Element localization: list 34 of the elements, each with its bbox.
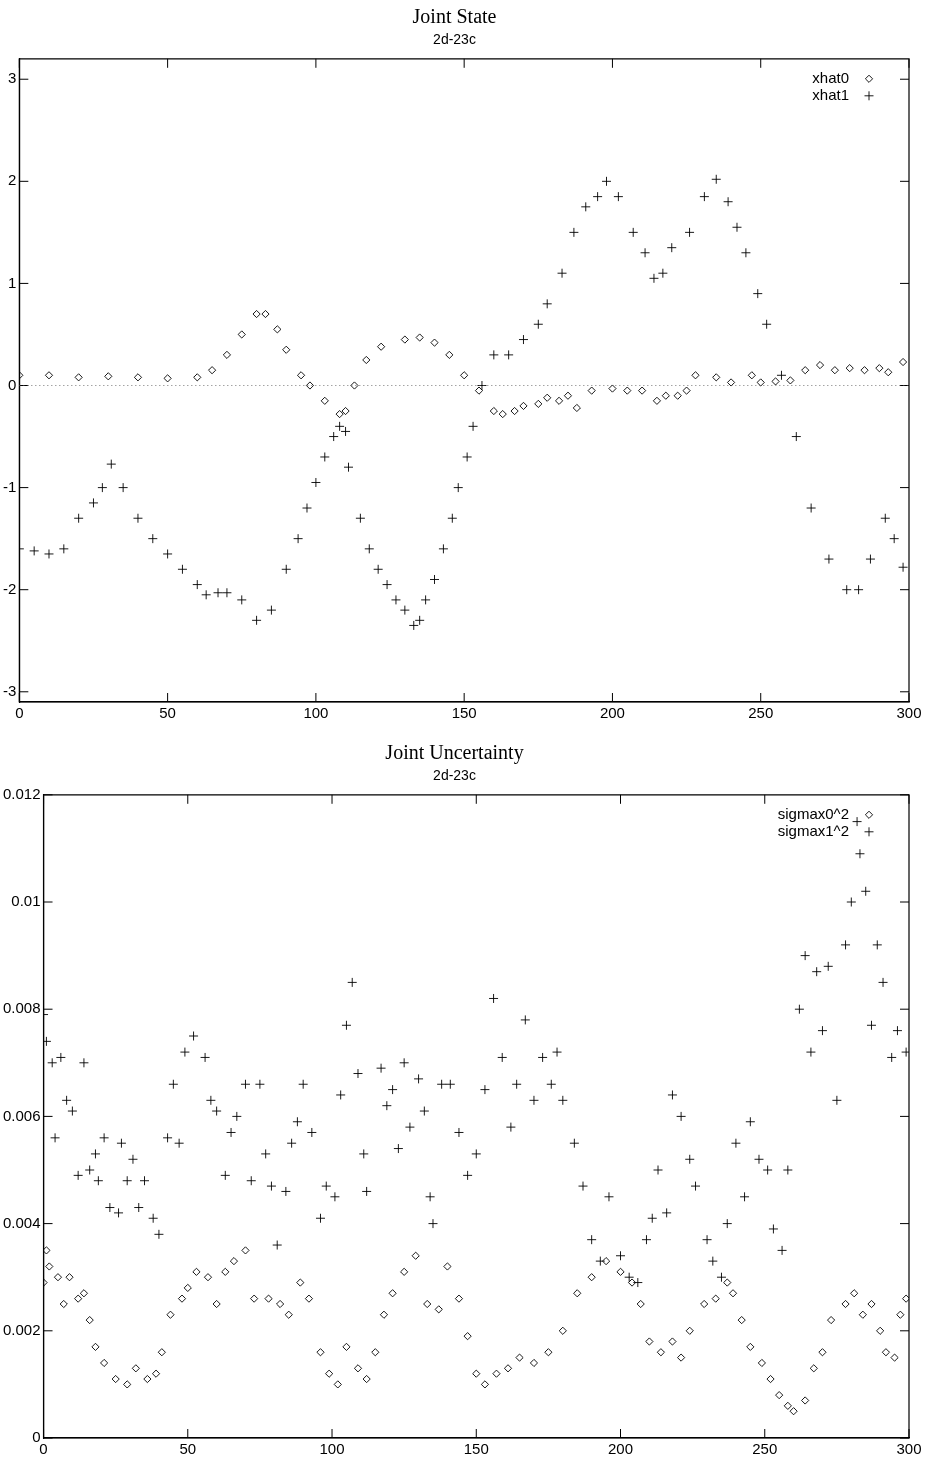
x-tick-label: 50 — [159, 704, 176, 722]
x-tick-label: 250 — [748, 704, 774, 722]
y-tick-label: 0.01 — [11, 892, 41, 910]
x-tick-label: 250 — [752, 1440, 778, 1458]
y-tick-label: 0 — [7, 375, 17, 393]
x-tick-label: 150 — [451, 704, 477, 722]
y-tick-label: 0.012 — [2, 784, 41, 802]
x-tick-label: 50 — [179, 1440, 197, 1458]
x-tick-label: 100 — [303, 704, 329, 722]
x-tick-label: 300 — [896, 1440, 922, 1458]
legend-label: sigmax1^2 — [777, 821, 849, 839]
y-tick-label: -2 — [2, 579, 17, 597]
legend-label: xhat1 — [812, 85, 849, 103]
x-tick-label: 200 — [608, 1440, 634, 1458]
chart-subtitle: 2d-23c — [433, 31, 476, 48]
x-tick-label: 200 — [599, 704, 625, 722]
x-tick-label: 150 — [463, 1440, 489, 1458]
chart-title: Joint Uncertainty — [385, 741, 524, 765]
chart-title: Joint State — [412, 5, 497, 28]
y-tick-label: 0 — [32, 1428, 41, 1446]
y-tick-label: 0.004 — [2, 1213, 41, 1231]
y-tick-label: 0.006 — [2, 1106, 41, 1124]
y-tick-label: 0.008 — [2, 999, 41, 1017]
x-tick-label: 100 — [319, 1440, 345, 1458]
x-tick-label: 300 — [896, 704, 922, 722]
chart-subtitle: 2d-23c — [433, 767, 476, 784]
legend-label: xhat0 — [812, 68, 849, 86]
y-tick-label: 0.002 — [2, 1320, 41, 1338]
y-tick-label: 1 — [7, 273, 17, 291]
y-tick-label: 2 — [7, 171, 17, 189]
y-tick-label: -1 — [2, 477, 17, 495]
legend-label: sigmax0^2 — [777, 804, 849, 822]
y-tick-label: 3 — [7, 69, 17, 87]
y-tick-label: -3 — [2, 681, 17, 699]
